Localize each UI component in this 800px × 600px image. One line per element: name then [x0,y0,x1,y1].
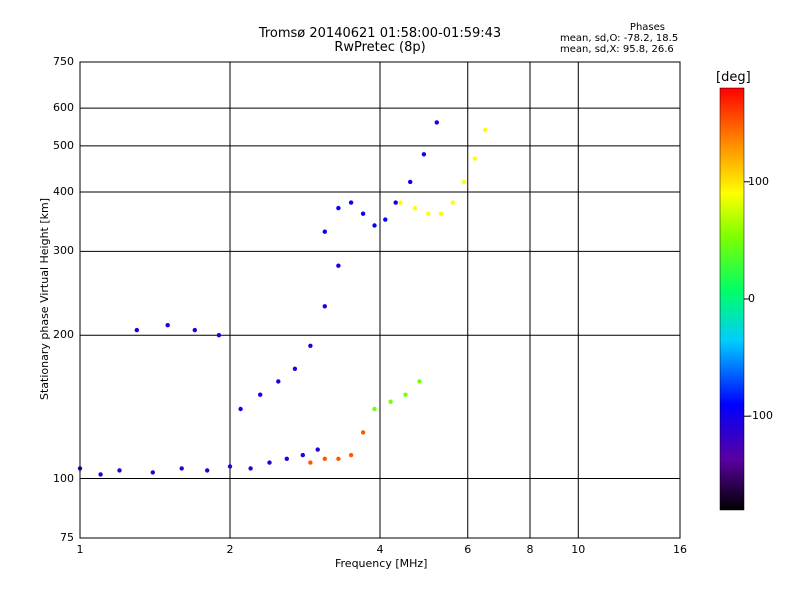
data-point-trace-e-orange [348,452,354,458]
data-point-trace-x-mode [398,200,403,205]
plot-frame [79,61,681,539]
data-point-trace-low-band [179,466,184,471]
x-tick-label: 1 [76,543,84,556]
x-tick-label: 8 [526,543,534,556]
x-tick-label: 6 [464,543,472,556]
y-tick-label: 75 [60,531,74,544]
colorbar-tick-label: 100 [748,174,769,188]
data-point-trace-e-orange [322,456,327,461]
colorbar-tick-label: -100 [748,409,773,423]
y-tick-label: 500 [53,138,74,152]
data-point-trace-e-orange [336,456,341,461]
y-axis-label: Stationary phase Virtual Height [km] [38,197,51,400]
data-point-trace-low-band [150,470,155,475]
data-point-trace-low-band [300,452,305,458]
stats-o-mode: mean, sd,O: -78.2, 18.5 [560,33,679,44]
data-point-trace-x-mode [461,179,467,185]
x-axis-label: Frequency [MHz] [335,557,428,570]
data-point-trace-rising [216,333,222,338]
data-point-trace-e-green [417,379,422,384]
colorbar-unit-label: [deg] [716,70,751,85]
data-point-trace-rising [292,366,298,371]
data-point-trace-x-mode [412,205,418,211]
data-point-trace-e-green [403,392,408,397]
data-point-trace-f-layer [421,152,427,157]
data-point-trace-rising [308,343,313,348]
data-point-trace-x-mode [472,156,477,161]
data-point-trace-rising [134,327,139,333]
data-point-trace-low-band [284,456,289,461]
data-point-trace-f-layer [408,179,413,185]
stats-title: Phases [629,22,665,33]
data-point-trace-rising [336,263,341,268]
y-tick-label: 400 [53,184,74,198]
data-point-trace-low-band [267,460,272,465]
data-point-trace-low-band [248,466,253,471]
chart-subtitle: RwPretec (8p) [334,40,426,55]
data-point-trace-e-orange [360,430,366,435]
y-tick-label: 100 [53,471,74,485]
data-point-trace-e-orange [308,460,313,465]
data-point-trace-e-green [372,406,377,412]
data-point-trace-low-band [98,472,103,477]
data-point-trace-f-layer [322,229,327,234]
colorbar [719,87,745,511]
y-tick-label: 750 [53,55,74,68]
data-point-trace-f-layer [372,223,377,228]
x-tick-label: 4 [376,543,384,556]
chart-title: Tromsø 20140621 01:58:00-01:59:43 [258,26,502,41]
data-point-trace-f-layer [434,120,439,125]
data-point-trace-low-band [205,468,210,473]
data-point-trace-rising [322,304,327,309]
data-point-trace-e-green [388,399,393,404]
data-point-trace-low-band [315,447,320,452]
y-tick-label: 200 [53,328,74,342]
y-tick-label: 300 [53,244,74,258]
stats-x-mode: mean, sd,X: 95.8, 26.6 [560,44,674,55]
data-point-trace-x-mode [426,211,431,216]
colorbar-tick-label: 0 [748,292,755,305]
data-point-trace-rising [238,406,243,412]
data-point-trace-rising [258,392,263,397]
data-point-trace-x-mode [450,200,455,205]
data-point-trace-f-layer [383,217,388,222]
data-point-trace-x-mode [482,127,488,133]
data-point-trace-rising [192,327,197,333]
data-point-trace-low-band [227,464,233,469]
data-point-trace-f-layer [348,200,354,205]
data-point-trace-rising [276,379,281,384]
y-tick-label: 600 [53,101,74,115]
data-point-trace-f-layer [336,205,341,211]
x-tick-label: 10 [571,543,586,556]
x-tick-label: 16 [673,543,687,556]
data-point-trace-f-layer [360,211,366,216]
data-point-trace-x-mode [438,211,444,216]
data-point-trace-f-layer [393,200,398,205]
x-tick-label: 2 [226,543,234,556]
data-point-trace-low-band [117,468,122,473]
data-point-trace-rising [165,323,170,328]
